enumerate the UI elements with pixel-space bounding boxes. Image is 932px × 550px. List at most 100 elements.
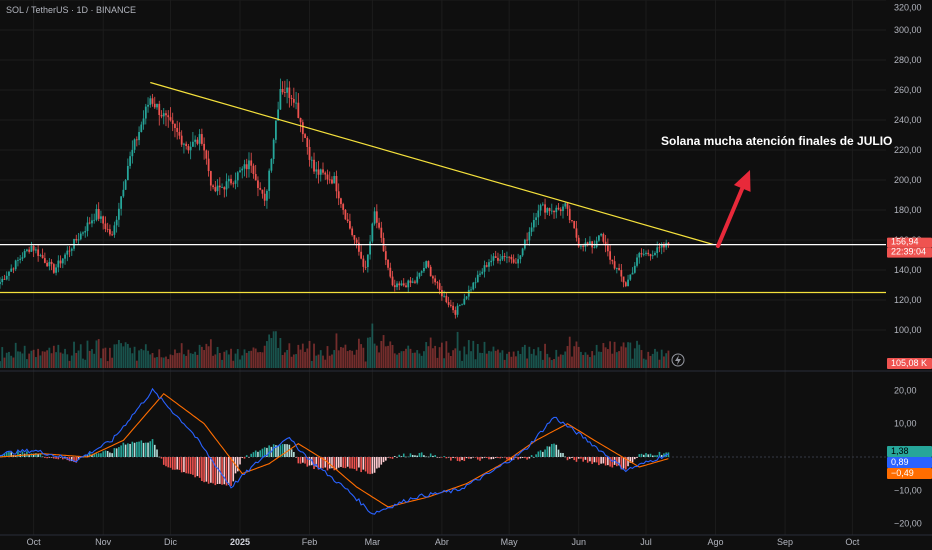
macd-hist-bar <box>324 457 327 468</box>
lightning-icon[interactable] <box>671 353 685 367</box>
candle-body <box>8 271 10 276</box>
candle <box>115 216 118 233</box>
candle-body <box>656 247 659 253</box>
candle-body <box>396 283 398 288</box>
price-axis-tick: 120,00 <box>894 295 922 305</box>
candle-body <box>185 143 188 147</box>
volume-bar <box>304 351 306 368</box>
candle-body <box>566 203 569 209</box>
macd-hist-bar <box>580 457 582 459</box>
macd-hist-bar <box>607 457 609 466</box>
annotation-arrow[interactable] <box>716 170 751 248</box>
macd-hist-badge: 1,38 <box>887 446 932 457</box>
volume-bar <box>140 348 143 368</box>
volume-bar <box>21 353 24 368</box>
candle-body <box>261 189 264 194</box>
macd-hist-bar <box>149 441 152 457</box>
candle <box>595 236 598 249</box>
candle-body <box>346 219 349 222</box>
volume-bar <box>591 351 594 368</box>
candle-body <box>106 229 109 230</box>
candle-body <box>461 304 463 306</box>
candle <box>651 250 654 260</box>
candle <box>476 270 479 283</box>
volume-bar <box>602 343 605 368</box>
candle <box>544 198 546 220</box>
candle <box>59 255 62 268</box>
macd-hist-bar <box>266 447 268 457</box>
macd-hist-bar <box>535 454 537 457</box>
candle-body <box>306 137 309 147</box>
date-axis[interactable]: Oct Nov Dic 2025 Feb Mar Abr May Jun Jul Ago Sep Oct <box>27 537 860 547</box>
candle-body <box>194 139 197 142</box>
volume-bar <box>75 352 78 368</box>
price-axis-tick: 200,00 <box>894 175 922 185</box>
candle-body <box>70 248 73 251</box>
volume-bar <box>183 354 185 368</box>
macd-hist-bar <box>524 457 526 459</box>
macd-hist-bar <box>254 450 257 457</box>
macd-hist-bar <box>380 457 383 465</box>
volume-bar <box>308 340 311 368</box>
macd-hist-bar <box>293 451 295 457</box>
candle <box>21 252 24 262</box>
candle <box>117 202 120 228</box>
candle <box>299 117 302 133</box>
candle-body <box>600 234 603 236</box>
candle <box>366 254 369 273</box>
macd-hist-bar <box>660 454 663 457</box>
macd-hist-bar <box>205 457 208 482</box>
volume-bar <box>481 352 484 368</box>
macd-hist-bar <box>465 457 468 459</box>
volume-bar <box>331 354 333 368</box>
candle-body <box>248 160 250 170</box>
candle-body <box>252 165 255 175</box>
macd-hist-bar <box>503 457 506 458</box>
macd-hist-bar <box>290 449 293 457</box>
candle <box>124 178 127 190</box>
candle <box>391 271 394 287</box>
macd-hist-bar <box>183 457 185 473</box>
macd-hist-bar <box>120 445 122 457</box>
candle <box>176 120 179 140</box>
macd-hist-bar <box>194 457 196 478</box>
volume-bar <box>174 349 176 368</box>
candle-body <box>313 159 315 172</box>
volume-bar <box>261 352 264 368</box>
candle <box>411 278 414 284</box>
descending-trendline[interactable] <box>150 81 714 246</box>
candle-body <box>218 185 221 188</box>
volume-bar <box>335 333 338 368</box>
volume-bar <box>501 350 504 368</box>
volume-bar <box>236 349 239 368</box>
macd-hist-bar <box>245 455 248 457</box>
candle <box>514 257 517 264</box>
candle <box>88 217 91 225</box>
macd-hist-bar <box>124 444 127 457</box>
macd-hist-bar <box>490 457 493 460</box>
candle <box>236 171 239 188</box>
macd-hist-bar <box>575 457 578 462</box>
candle <box>61 257 64 269</box>
candle <box>10 264 13 272</box>
macd-hist-bar <box>21 451 24 457</box>
macd-hist-bar <box>598 457 600 466</box>
candle-body <box>281 88 284 93</box>
volume-bar <box>88 350 91 368</box>
candle-body <box>37 249 40 256</box>
macd-hist-bar <box>196 457 199 477</box>
macd-hist-bar <box>239 457 241 465</box>
candle-body <box>494 256 497 258</box>
candle <box>562 203 564 219</box>
macd-hist-bar <box>517 457 519 460</box>
candle-body <box>411 281 414 283</box>
candle <box>131 140 134 164</box>
candle <box>438 279 441 295</box>
macd-hist-bar <box>151 439 154 457</box>
macd-hist-bar <box>144 442 147 457</box>
candle-body <box>115 219 118 226</box>
volume-bar <box>84 359 87 368</box>
macd-hist-bar <box>559 452 562 457</box>
macd-hist-bar <box>647 454 650 457</box>
